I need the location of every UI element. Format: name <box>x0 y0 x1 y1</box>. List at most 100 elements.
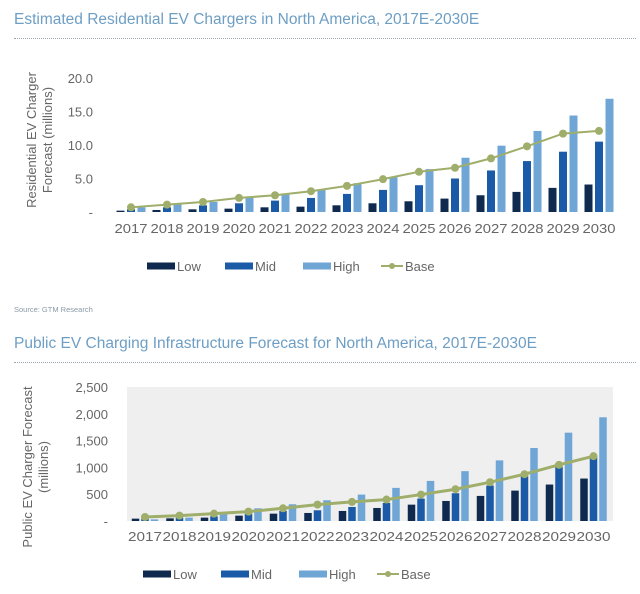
bar-high <box>605 98 614 212</box>
bar-low <box>442 500 450 521</box>
bar-low <box>580 478 588 521</box>
legend-marker-base <box>385 571 391 577</box>
bar-low <box>116 210 125 212</box>
bar-high <box>426 480 435 521</box>
y-tick-label: - <box>89 205 93 220</box>
bar-mid <box>417 498 425 521</box>
bar-high <box>288 504 297 521</box>
base-data-point <box>127 203 135 212</box>
x-tick-label: 2025 <box>403 221 436 236</box>
x-tick-label: 2020 <box>223 221 256 236</box>
base-data-point <box>163 200 171 209</box>
base-data-point <box>343 181 351 190</box>
legend-swatch-high <box>299 570 327 578</box>
bar-high <box>150 519 159 521</box>
x-tick-label: 2026 <box>439 529 473 544</box>
bar-high <box>173 203 182 212</box>
bar-mid <box>415 185 423 212</box>
x-tick-label: 2017 <box>115 221 148 236</box>
chart2-title-rule <box>14 362 636 363</box>
bar-mid <box>379 189 387 212</box>
y-tick-label: 15.0 <box>68 105 93 120</box>
x-tick-label: 2019 <box>197 529 231 544</box>
bar-mid <box>559 151 567 212</box>
y-tick-label: 2,000 <box>75 407 108 422</box>
bar-high <box>461 157 470 212</box>
legend-label-low: Low <box>173 567 197 582</box>
bar-high <box>219 512 228 521</box>
base-data-point <box>210 509 218 518</box>
bar-mid <box>244 513 253 521</box>
x-tick-label: 2018 <box>151 221 184 236</box>
bar-mid <box>279 510 287 521</box>
bar-mid <box>307 197 315 212</box>
x-tick-label: 2027 <box>475 221 508 236</box>
bar-low <box>338 510 347 521</box>
x-tick-label: 2021 <box>266 529 300 544</box>
bar-low <box>200 517 209 521</box>
bar-high <box>392 487 400 521</box>
base-data-point <box>279 504 287 513</box>
legend-swatch-mid <box>225 262 253 270</box>
x-tick-label: 2029 <box>547 221 580 236</box>
base-data-point <box>595 126 603 135</box>
bar-low <box>404 201 413 212</box>
bar-low <box>188 209 197 212</box>
bar-mid <box>451 178 459 212</box>
base-series-line <box>130 129 600 209</box>
bar-mid <box>210 516 218 521</box>
base-data-point <box>235 193 243 202</box>
bar-mid <box>589 456 598 521</box>
bar-low <box>296 206 305 212</box>
bar-mid <box>555 466 563 521</box>
x-tick-label: 2023 <box>331 221 364 236</box>
base-data-point <box>415 167 423 176</box>
base-series-line <box>144 454 594 519</box>
bar-low <box>224 208 233 212</box>
x-tick-label: 2024 <box>367 221 400 236</box>
base-data-point <box>382 495 391 504</box>
bar-high <box>533 130 542 212</box>
x-tick-label: 2021 <box>259 221 292 236</box>
bar-mid <box>163 207 171 212</box>
x-tick-label: 2023 <box>335 529 369 544</box>
x-tick-label: 2018 <box>163 529 197 544</box>
bar-low <box>545 484 554 521</box>
bar-mid <box>235 203 243 212</box>
bar-low <box>332 205 341 212</box>
bar-mid <box>271 200 279 212</box>
bar-low <box>373 507 381 521</box>
x-tick-label: 2028 <box>511 221 544 236</box>
x-tick-label: 2022 <box>295 221 328 236</box>
base-data-point <box>486 478 494 487</box>
bar-low <box>511 490 519 521</box>
legend-label-base: Base <box>401 567 431 582</box>
y-axis-label: Forecast (millions) <box>40 87 55 193</box>
base-data-point <box>451 485 460 494</box>
bar-high <box>569 115 578 212</box>
bar-mid <box>486 485 494 521</box>
base-data-point <box>379 175 387 184</box>
y-axis-label: Residential EV Charger <box>24 71 39 208</box>
base-data-point <box>175 511 184 520</box>
x-tick-label: 2017 <box>128 529 162 544</box>
base-data-point <box>487 154 495 163</box>
bar-mid <box>487 170 495 212</box>
legend-marker-base <box>389 263 395 269</box>
legend-swatch-low <box>143 570 171 578</box>
bar-low <box>152 209 161 212</box>
legend-label-base: Base <box>405 259 435 274</box>
legend-label-mid: Mid <box>251 567 272 582</box>
bar-high <box>495 460 504 521</box>
y-tick-label: 1,000 <box>75 460 108 475</box>
x-tick-label: 2029 <box>542 529 576 544</box>
bar-low <box>512 191 521 212</box>
base-data-point <box>313 500 322 509</box>
legend-label-mid: Mid <box>255 259 276 274</box>
bar-high <box>281 193 290 212</box>
bar-low <box>476 195 485 212</box>
bar-high <box>317 189 326 212</box>
bar-low <box>548 187 557 212</box>
bar-high <box>389 177 398 212</box>
